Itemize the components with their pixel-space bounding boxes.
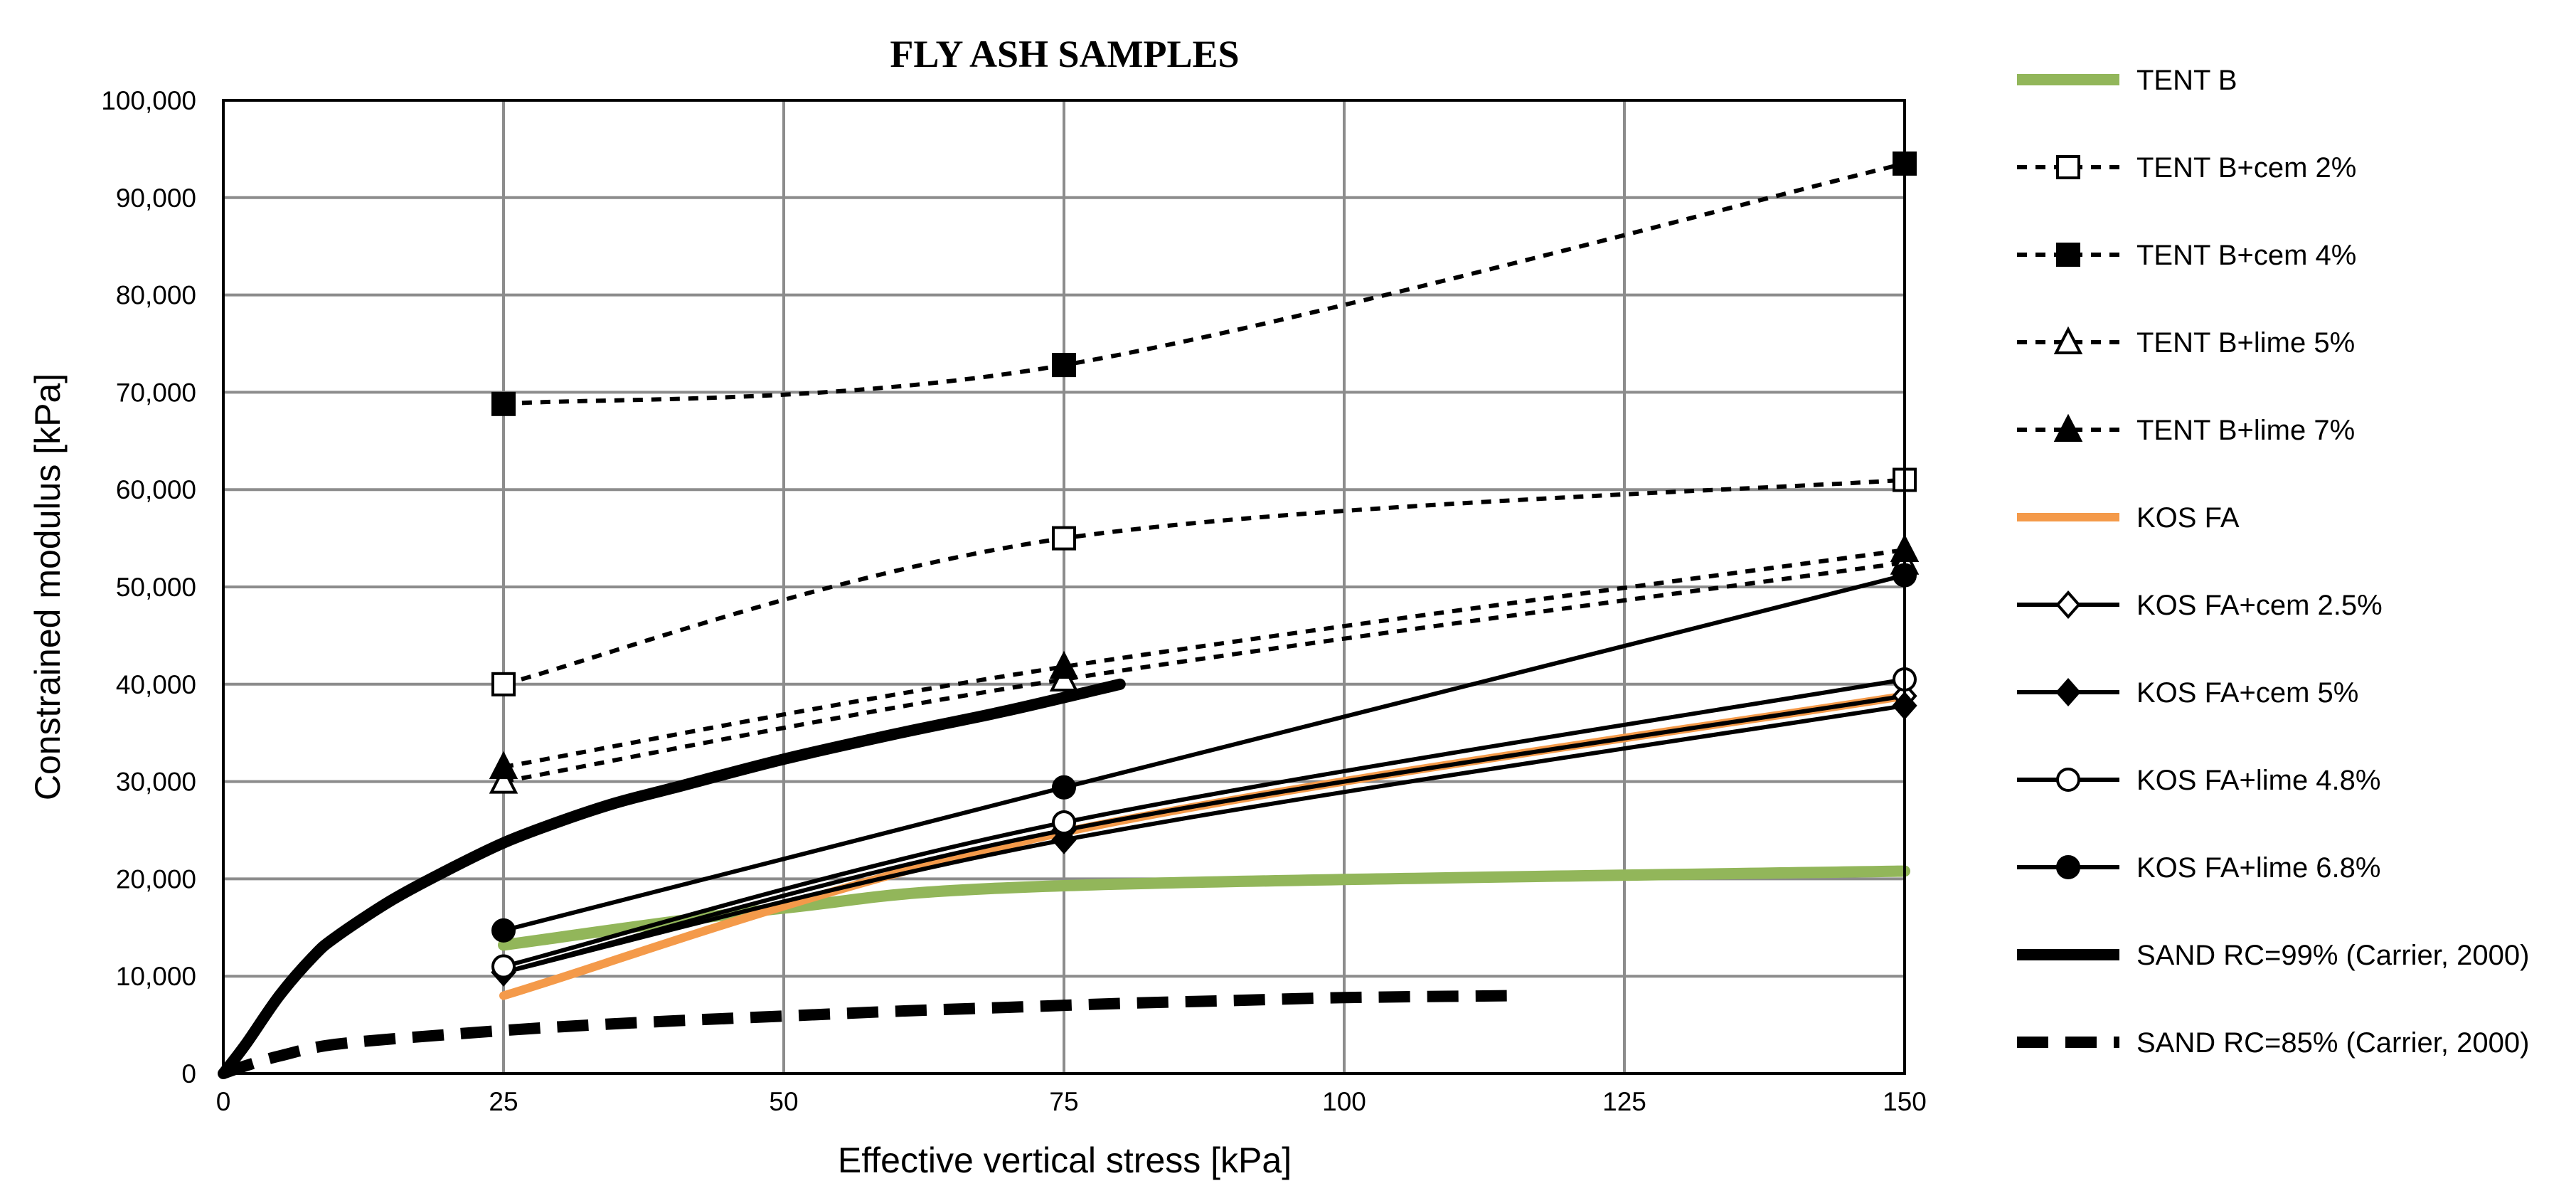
y-tick-label: 60,000	[116, 475, 196, 504]
y-tick-label: 100,000	[101, 86, 196, 115]
series-line	[501, 703, 1907, 975]
data-point	[491, 391, 516, 416]
data-point	[489, 765, 518, 794]
series-kos-fa	[499, 691, 1909, 1000]
data-point	[491, 954, 516, 979]
series-kos-fa-lime-4-8	[491, 667, 1917, 979]
y-tick-label: 20,000	[116, 864, 196, 894]
x-axis-label: Effective vertical stress [kPa]	[838, 1140, 1292, 1180]
chart-title: FLY ASH SAMPLES	[890, 33, 1239, 75]
legend-label: TENT B+lime 5%	[2136, 327, 2355, 359]
legend-item: KOS FA+lime 4.8%	[2017, 765, 2380, 796]
y-tick-label: 0	[181, 1059, 196, 1088]
legend-marker	[2053, 413, 2083, 442]
legend-item: SAND RC=99% (Carrier, 2000)	[2017, 940, 2529, 971]
legend-marker	[2056, 155, 2080, 179]
y-axis-label: Constrained modulus [kPa]	[28, 373, 68, 800]
y-tick-label: 50,000	[116, 573, 196, 602]
data-point	[1052, 526, 1076, 551]
legend-marker	[2055, 677, 2081, 707]
series-line	[503, 477, 1905, 687]
legend-label: SAND RC=85% (Carrier, 2000)	[2136, 1027, 2529, 1059]
data-point	[491, 918, 516, 943]
series-tent-b-cem-2	[491, 467, 1917, 696]
series-line	[501, 677, 1907, 969]
legend-item: TENT B+lime 7%	[2017, 413, 2355, 446]
data-point	[1051, 825, 1077, 854]
series-line	[503, 560, 1905, 784]
y-tick-label: 10,000	[116, 962, 196, 991]
legend-marker	[2056, 768, 2080, 792]
legend-label: KOS FA+lime 4.8%	[2136, 765, 2380, 796]
x-tick-label: 75	[1049, 1087, 1078, 1116]
legend-marker	[2056, 855, 2080, 879]
data-point	[1052, 353, 1076, 378]
y-tick-label: 70,000	[116, 378, 196, 407]
series-line	[501, 694, 1907, 975]
legend-label: KOS FA	[2136, 502, 2240, 534]
x-tick-label: 50	[769, 1087, 798, 1116]
x-tick-label: 150	[1883, 1087, 1927, 1116]
plot-frame	[222, 99, 1906, 1075]
legend-item: TENT B+cem 2%	[2017, 152, 2356, 184]
y-tick-label: 30,000	[116, 768, 196, 797]
series-line	[221, 990, 1513, 1079]
legend-item: KOS FA+lime 6.8%	[2017, 852, 2380, 884]
grid-lines	[223, 100, 1905, 1074]
legend-marker	[2053, 326, 2083, 354]
plot-series	[218, 151, 1920, 1079]
y-tick-label: 80,000	[116, 281, 196, 310]
series-kos-fa-lime-6-8	[491, 563, 1917, 943]
y-tick-label: 40,000	[116, 670, 196, 699]
data-point	[1052, 810, 1076, 835]
series-kos-fa-cem-5	[491, 691, 1917, 987]
y-tick-label: 90,000	[116, 184, 196, 213]
series-line	[218, 678, 1126, 1079]
x-tick-label: 25	[489, 1087, 518, 1116]
series-line	[503, 161, 1905, 406]
x-tick-label: 125	[1602, 1087, 1646, 1116]
data-point	[491, 672, 516, 696]
legend-label: KOS FA+cem 2.5%	[2136, 590, 2383, 621]
legend-label: KOS FA+cem 5%	[2136, 677, 2358, 709]
x-tick-label: 100	[1322, 1087, 1366, 1116]
legend-marker	[2056, 243, 2080, 267]
data-point	[1049, 650, 1079, 679]
series-line	[499, 691, 1909, 1000]
series-line	[503, 548, 1905, 770]
series-sand-rc-99-carrier-2000	[218, 678, 1126, 1079]
legend-label: KOS FA+lime 6.8%	[2136, 852, 2380, 884]
legend-marker	[2055, 590, 2081, 620]
legend-label: TENT B+lime 7%	[2136, 415, 2355, 446]
legend-item: TENT B	[2017, 65, 2237, 96]
data-point	[1052, 775, 1076, 800]
data-point	[489, 751, 518, 780]
legend: TENT B TENT B+cem 2% TENT B+cem 4% TENT B+l…	[2017, 65, 2529, 1059]
legend-item: TENT B+cem 4%	[2017, 240, 2356, 271]
legend-item: SAND RC=85% (Carrier, 2000)	[2017, 1027, 2529, 1059]
legend-item: KOS FA	[2017, 502, 2240, 534]
legend-item: KOS FA+cem 2.5%	[2017, 590, 2383, 621]
legend-item: KOS FA+cem 5%	[2017, 677, 2358, 709]
series-sand-rc-85-carrier-2000	[221, 990, 1513, 1079]
x-tick-label: 0	[216, 1087, 231, 1116]
legend-item: TENT B+lime 5%	[2017, 326, 2355, 359]
series-tent-b-cem-4	[491, 151, 1917, 416]
legend-label: SAND RC=99% (Carrier, 2000)	[2136, 940, 2529, 971]
axis-ticks: 0 25 50 75 100 125 150 0 10,000 20,000 30,000 40,00…	[101, 86, 1927, 1116]
legend-label: TENT B	[2136, 65, 2237, 96]
legend-label: TENT B+cem 2%	[2136, 152, 2356, 184]
legend-label: TENT B+cem 4%	[2136, 240, 2356, 271]
